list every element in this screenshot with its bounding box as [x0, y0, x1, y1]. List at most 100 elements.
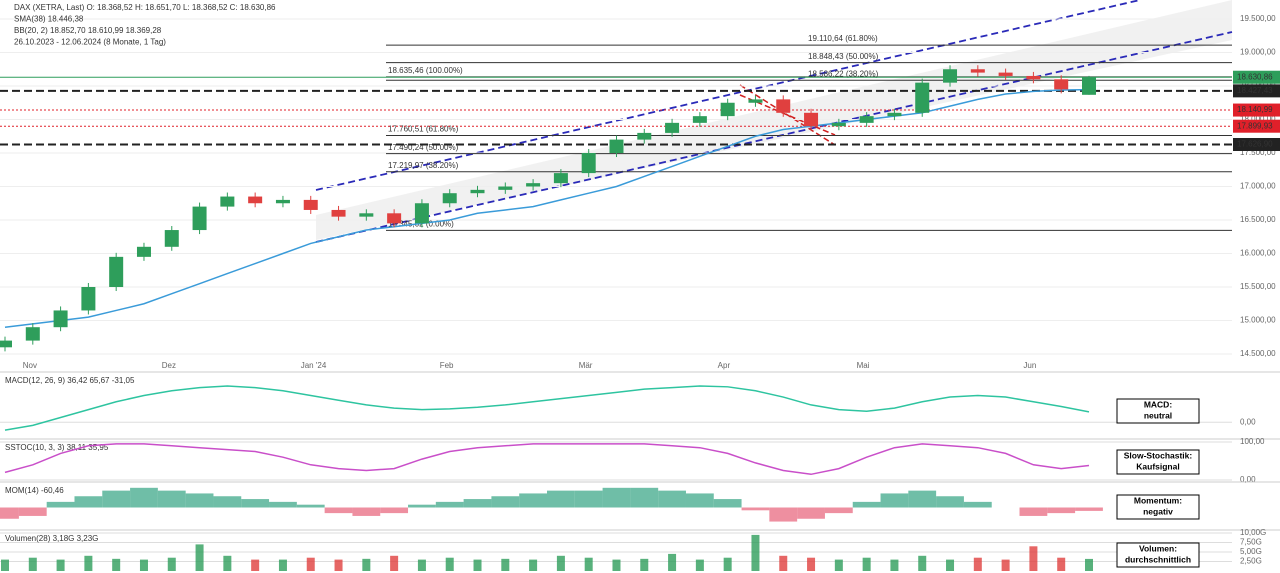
indicator-line	[4, 385, 1090, 431]
momentum-bar	[491, 496, 520, 508]
volume-bar	[612, 559, 621, 571]
momentum-bar	[852, 501, 881, 508]
signal: durchschnittlich	[1125, 554, 1191, 564]
y-tick-label: 100,00	[1240, 437, 1265, 446]
momentum-bar	[1075, 507, 1103, 511]
legend-entry: BB(20, 2) 18.852,70 18.610,99 18.369,28	[14, 26, 162, 35]
volume-bar	[251, 559, 260, 571]
candle-body	[25, 327, 40, 341]
momentum-bar	[713, 499, 742, 508]
volume-bar	[751, 534, 760, 571]
signal: neutral	[1144, 410, 1172, 420]
momentum-bar	[408, 504, 436, 508]
volume-bar	[668, 553, 677, 571]
fib-label: 18.635,46 (100.00%)	[388, 66, 463, 75]
candle-body	[164, 230, 179, 247]
candle-body	[0, 340, 12, 348]
volume-bar	[1085, 558, 1093, 571]
signal-title: Slow-Stochastik:	[1124, 450, 1193, 460]
level-tag-label: 17.626,90	[1237, 140, 1273, 149]
momentum-bar	[880, 493, 909, 508]
y-tick-label: 19.000,00	[1240, 48, 1276, 57]
x-tick-label: Nov	[23, 361, 37, 370]
candle-body	[720, 102, 735, 117]
momentum-bar	[658, 490, 686, 508]
panel-title: MOM(14) -60,46	[5, 486, 64, 495]
momentum-bar	[824, 507, 853, 514]
candle-body	[1082, 77, 1096, 95]
signal-title: Volumen:	[1139, 543, 1177, 553]
volume-bar	[1057, 557, 1066, 571]
volume-bar	[918, 555, 927, 571]
fib-label: 19.110,64 (61.80%)	[808, 34, 878, 43]
candle-body	[776, 99, 791, 113]
candle-body	[887, 112, 902, 117]
volume-bar	[779, 555, 788, 571]
signal-boxes: MACD: neutral Slow-Stochastik: Kaufsigna…	[1116, 398, 1200, 568]
volume-bar	[473, 559, 482, 571]
candle-body	[553, 173, 568, 184]
momentum-bar	[157, 490, 186, 508]
volume-bar	[195, 544, 204, 571]
volume-bar	[556, 555, 565, 571]
momentum-bar	[769, 507, 798, 522]
volume-bar	[56, 559, 65, 571]
candle-body	[526, 183, 541, 187]
y-tick-label: 19.500,00	[1240, 14, 1276, 23]
momentum-bar	[241, 499, 270, 508]
volume-bar	[973, 557, 982, 571]
volume-bar	[501, 558, 510, 571]
momentum-bar	[685, 493, 714, 508]
momentum-bar	[0, 507, 19, 519]
level-tag-label: 18.427,43	[1237, 86, 1273, 95]
momentum-bar	[213, 496, 242, 508]
volume-bar	[445, 557, 454, 571]
sma-line	[4, 88, 1090, 328]
volume-bar	[723, 557, 732, 571]
y-tick-label: 5,00G	[1240, 547, 1262, 556]
volume-bar	[862, 557, 871, 571]
candle-body	[915, 82, 930, 113]
x-tick-label: Mär	[579, 361, 593, 370]
momentum-bar	[46, 501, 75, 508]
x-tick-label: Dez	[162, 361, 176, 370]
x-tick-label: Apr	[718, 361, 731, 370]
y-tick-label: 14.500,00	[1240, 349, 1276, 358]
momentum-bar	[18, 507, 47, 516]
candle-body	[748, 99, 763, 103]
momentum-bar	[519, 493, 547, 508]
momentum-bar	[908, 490, 937, 508]
candle-body	[665, 122, 680, 133]
level-tag	[1233, 84, 1280, 98]
candle-body	[220, 196, 235, 207]
y-tick-label: 7,50G	[1240, 538, 1262, 547]
x-tick-label: Jun	[1023, 361, 1036, 370]
y-tick-label: 15.000,00	[1240, 316, 1276, 325]
momentum-bar	[463, 499, 492, 508]
signal-box	[1116, 494, 1200, 520]
candle-body	[414, 203, 429, 224]
volume-bar	[834, 559, 843, 571]
y-tick-label: 17.500,00	[1240, 148, 1276, 157]
momentum-bar	[602, 487, 631, 508]
volume-bar	[278, 559, 287, 571]
candle-body	[637, 132, 652, 140]
candle-body	[81, 287, 96, 311]
panel-title: Volumen(28) 3,18G 3,23G	[5, 534, 98, 543]
candle-body	[998, 72, 1013, 76]
volume-bar	[1001, 559, 1010, 571]
level-tag-label: 18.630,86	[1237, 72, 1273, 81]
level-tag	[1233, 103, 1280, 117]
y-tick-label: 10,00G	[1240, 528, 1266, 537]
candle-body	[331, 209, 346, 217]
legend-entry: SMA(38) 18.446,38	[14, 15, 84, 24]
y-tick-label: 17.000,00	[1240, 182, 1276, 191]
candle-body	[859, 116, 874, 123]
candle-body	[970, 69, 985, 73]
candle-body	[275, 199, 290, 204]
momentum-bar	[574, 490, 603, 508]
volume-bar	[167, 557, 176, 571]
trend-channel	[315, 31, 1233, 243]
momentum-bar	[296, 504, 325, 508]
volume-bar	[695, 559, 704, 571]
